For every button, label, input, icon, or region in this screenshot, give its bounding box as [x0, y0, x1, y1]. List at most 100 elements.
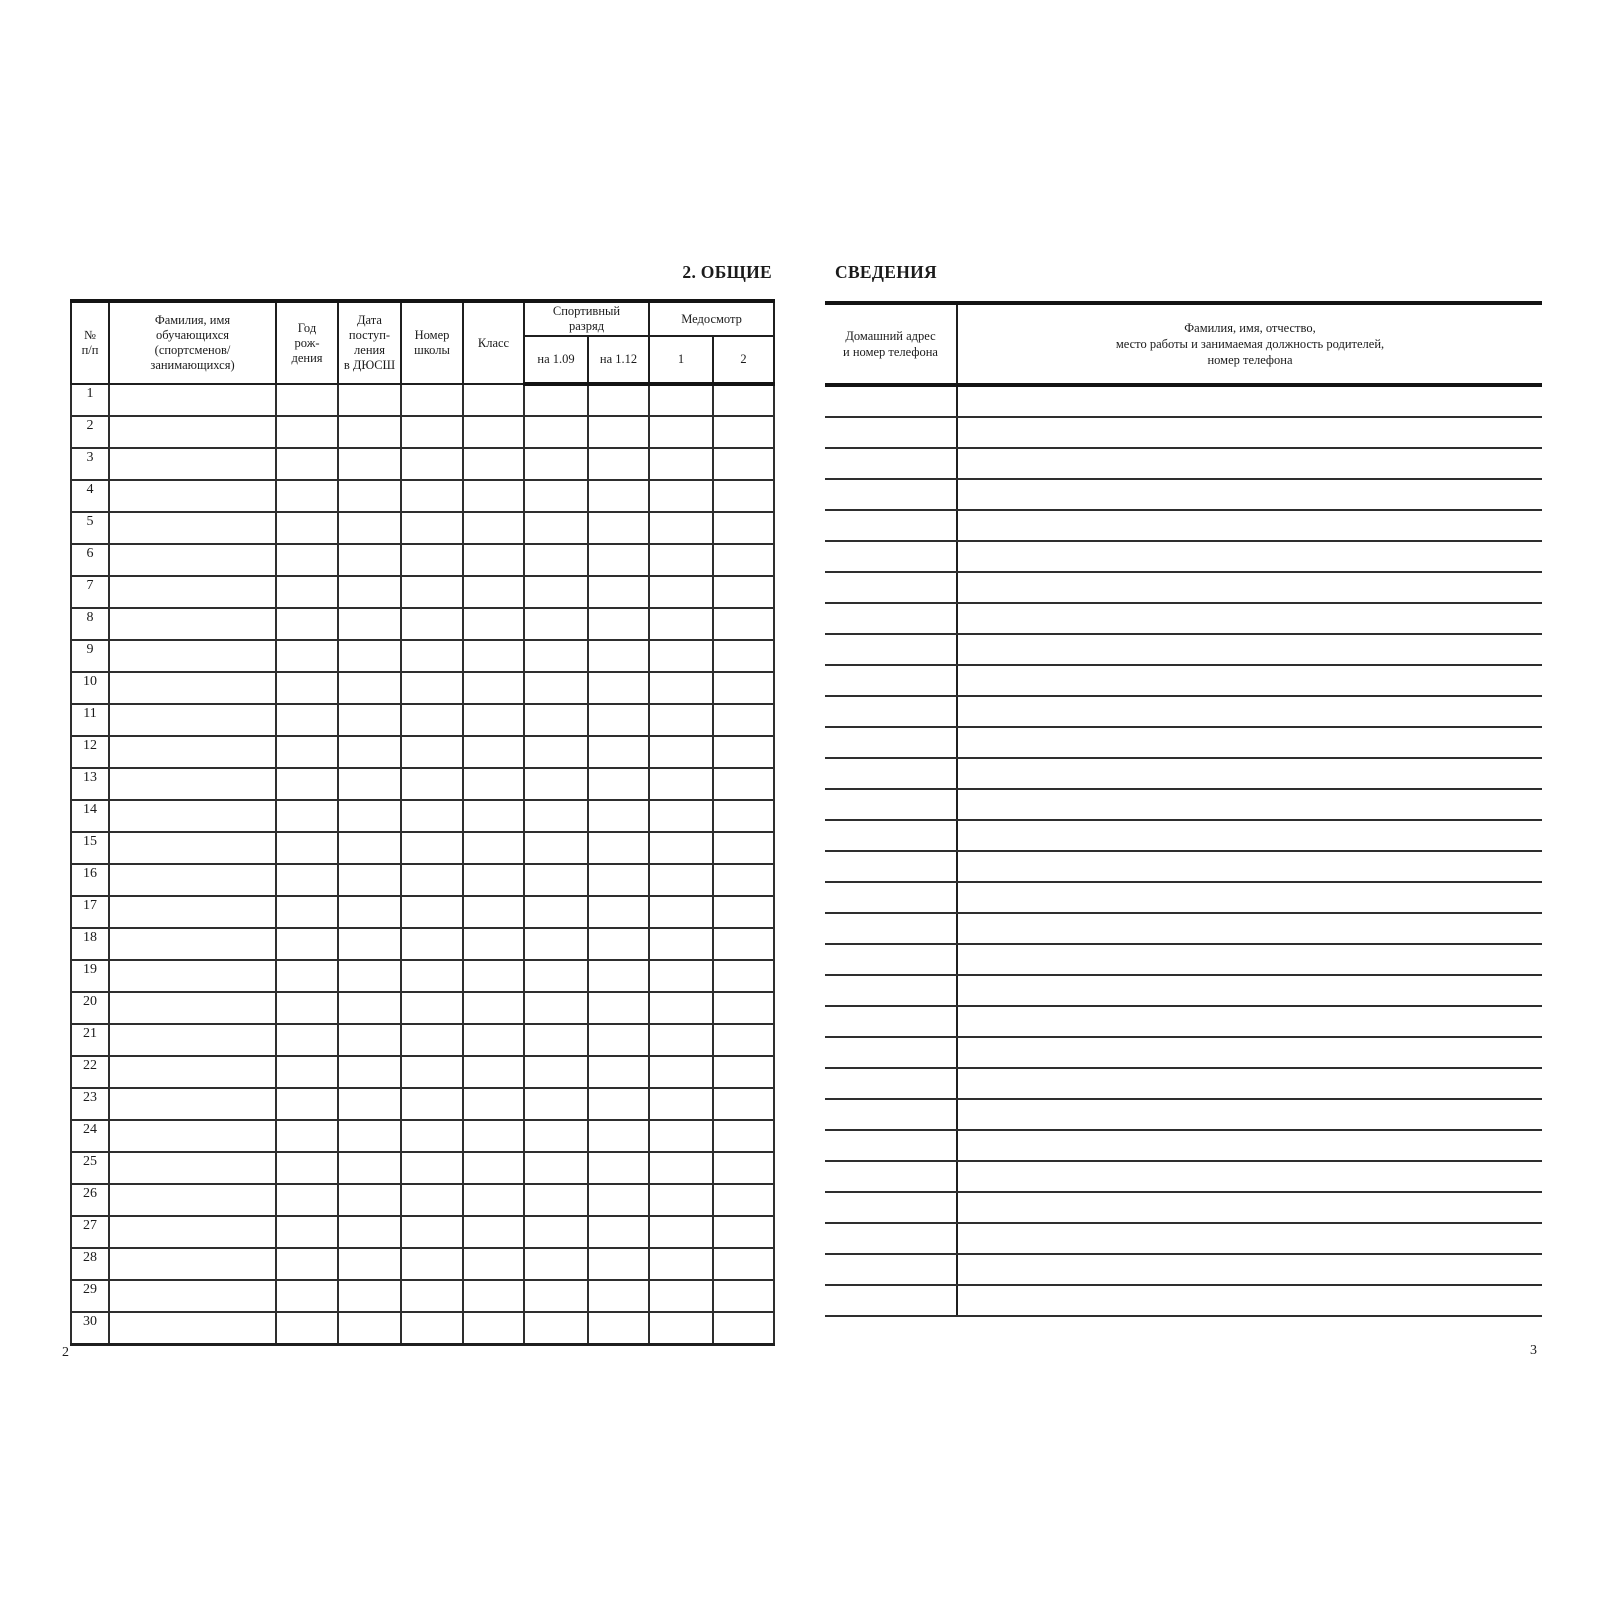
- empty-cell: [523, 863, 589, 897]
- empty-cell: [586, 959, 651, 993]
- empty-cell: [108, 831, 277, 865]
- empty-cell: [586, 1087, 651, 1121]
- empty-cell: [275, 735, 339, 769]
- row-number: 14: [70, 799, 110, 833]
- student-row: 12: [70, 735, 776, 769]
- empty-cell: [523, 639, 589, 673]
- row-number: 19: [70, 959, 110, 993]
- empty-cell: [108, 479, 277, 513]
- empty-cell: [400, 447, 464, 481]
- header-medical-2: 2: [712, 335, 776, 386]
- empty-cell: [462, 767, 525, 801]
- empty-cell: [462, 1247, 525, 1281]
- header-medical-exam: Медосмотр: [648, 300, 776, 337]
- parents-cell: [957, 727, 1542, 759]
- address-cell: [825, 1285, 958, 1317]
- empty-cell: [648, 1055, 715, 1089]
- address-cell: [825, 541, 958, 573]
- row-number: 24: [70, 1119, 110, 1153]
- empty-cell: [400, 959, 464, 993]
- empty-cell: [337, 703, 402, 737]
- row-number: 4: [70, 479, 110, 513]
- empty-cell: [400, 735, 464, 769]
- empty-cell: [337, 1279, 402, 1313]
- parents-cell: [957, 944, 1542, 976]
- empty-cell: [648, 959, 715, 993]
- page-number-right: 3: [1530, 1343, 1537, 1358]
- empty-cell: [648, 1311, 715, 1346]
- header-class: Класс: [462, 300, 525, 385]
- empty-cell: [586, 575, 651, 609]
- contact-row: [825, 789, 1542, 821]
- student-row: 13: [70, 767, 776, 801]
- student-row: 20: [70, 991, 776, 1025]
- student-row: 18: [70, 927, 776, 961]
- header-admission-date: Дата поступ- ления в ДЮСШ: [337, 300, 402, 385]
- empty-cell: [337, 831, 402, 865]
- empty-cell: [648, 991, 715, 1025]
- address-cell: [825, 417, 958, 449]
- empty-cell: [275, 479, 339, 513]
- row-number: 2: [70, 415, 110, 449]
- empty-cell: [712, 415, 776, 449]
- empty-cell: [523, 415, 589, 449]
- parents-cell: [957, 665, 1542, 697]
- row-number: 9: [70, 639, 110, 673]
- empty-cell: [275, 895, 339, 929]
- empty-cell: [462, 735, 525, 769]
- empty-cell: [648, 447, 715, 481]
- empty-cell: [108, 415, 277, 449]
- student-row: 16: [70, 863, 776, 897]
- contact-row: [825, 634, 1542, 666]
- empty-cell: [108, 863, 277, 897]
- empty-cell: [337, 799, 402, 833]
- empty-cell: [462, 383, 525, 417]
- empty-cell: [337, 1087, 402, 1121]
- contact-row: [825, 820, 1542, 852]
- empty-cell: [586, 703, 651, 737]
- empty-cell: [648, 543, 715, 577]
- student-row: 11: [70, 703, 776, 737]
- empty-cell: [648, 1119, 715, 1153]
- empty-cell: [712, 991, 776, 1025]
- empty-cell: [108, 799, 277, 833]
- contact-row: [825, 1223, 1542, 1255]
- empty-cell: [586, 831, 651, 865]
- address-cell: [825, 448, 958, 480]
- empty-cell: [337, 511, 402, 545]
- empty-cell: [337, 607, 402, 641]
- empty-cell: [586, 383, 651, 417]
- parents-cell: [957, 541, 1542, 573]
- row-number: 6: [70, 543, 110, 577]
- empty-cell: [586, 1055, 651, 1089]
- student-row: 10: [70, 671, 776, 705]
- empty-cell: [108, 671, 277, 705]
- row-number: 8: [70, 607, 110, 641]
- student-row: 17: [70, 895, 776, 929]
- empty-cell: [275, 575, 339, 609]
- empty-cell: [712, 543, 776, 577]
- empty-cell: [586, 639, 651, 673]
- empty-cell: [337, 767, 402, 801]
- empty-cell: [648, 1151, 715, 1185]
- contact-row: [825, 758, 1542, 790]
- section-heading-right: СВЕДЕНИЯ: [835, 262, 937, 282]
- empty-cell: [275, 1055, 339, 1089]
- empty-cell: [712, 959, 776, 993]
- student-row: 6: [70, 543, 776, 577]
- empty-cell: [400, 1247, 464, 1281]
- empty-cell: [275, 1087, 339, 1121]
- empty-cell: [712, 767, 776, 801]
- contact-row: [825, 696, 1542, 728]
- contact-row: [825, 1037, 1542, 1069]
- empty-cell: [275, 383, 339, 417]
- parents-cell: [957, 851, 1542, 883]
- empty-cell: [586, 1183, 651, 1217]
- empty-cell: [462, 575, 525, 609]
- empty-cell: [275, 1215, 339, 1249]
- parents-cell: [957, 1223, 1542, 1255]
- empty-cell: [400, 1119, 464, 1153]
- empty-cell: [523, 575, 589, 609]
- empty-cell: [275, 607, 339, 641]
- contact-row: [825, 541, 1542, 573]
